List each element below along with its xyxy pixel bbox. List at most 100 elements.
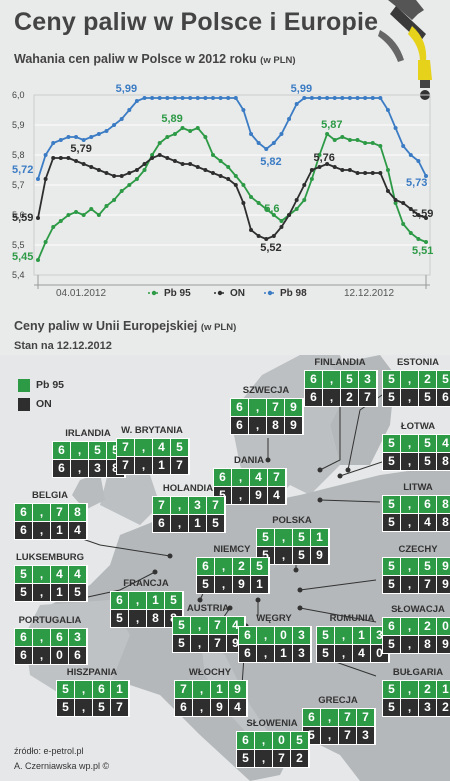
series-point-1 xyxy=(233,183,238,187)
country-name: W. BRYTANIA xyxy=(121,425,183,436)
price-digit: 6 xyxy=(111,592,128,609)
price-digit: , xyxy=(321,727,338,744)
price-digit: 5 xyxy=(57,699,74,716)
price-digit: 0 xyxy=(437,618,450,635)
price-digit: , xyxy=(215,576,232,593)
price-digit: , xyxy=(129,610,146,627)
price-digit: 5 xyxy=(383,681,400,698)
price-digits: 6,155,88 xyxy=(110,591,184,628)
price-digit: 1 xyxy=(51,522,68,539)
chart-subtitle: Wahania cen paliw w Polsce w 2012 roku (… xyxy=(14,52,296,66)
series-point-2 xyxy=(51,141,56,145)
price-digits: 6,556,38 xyxy=(52,441,126,478)
series-point-0 xyxy=(134,177,139,181)
country-name: CZECHY xyxy=(398,544,438,555)
price-digit: 5 xyxy=(419,389,436,406)
series-point-1 xyxy=(150,156,155,160)
series-point-2 xyxy=(142,96,147,100)
price-digit: 9 xyxy=(285,417,302,434)
series-point-0 xyxy=(325,132,330,136)
series-point-0 xyxy=(150,153,155,157)
price-digit: 5 xyxy=(341,371,358,388)
eu-date: Stan na 12.12.2012 xyxy=(14,340,112,352)
price-digit: , xyxy=(33,629,50,646)
price-digit: 5 xyxy=(291,732,308,749)
series-point-0 xyxy=(249,195,254,199)
author-note: A. Czerniawska wp.pl © xyxy=(14,761,110,771)
price-digit: , xyxy=(75,681,92,698)
series-point-1 xyxy=(210,171,215,175)
chart-subtitle-unit: (w PLN) xyxy=(260,55,296,66)
price-digit: 8 xyxy=(147,610,164,627)
chart-legend: Pb 95 ON Pb 98 xyxy=(148,288,307,299)
price-digit: , xyxy=(321,709,338,726)
price-digit: , xyxy=(135,457,152,474)
series-point-0 xyxy=(165,135,170,139)
source-note: źródło: e-petrol.pl xyxy=(14,746,84,756)
price-digit: 9 xyxy=(311,547,328,564)
legend-marker-dot xyxy=(217,290,223,296)
series-point-0 xyxy=(416,237,421,241)
series-point-1 xyxy=(58,156,63,160)
series-point-2 xyxy=(370,96,375,100)
series-point-2 xyxy=(279,132,284,136)
price-digit: 5 xyxy=(69,584,86,601)
price-digit: 6 xyxy=(419,496,436,513)
series-point-1 xyxy=(180,162,185,166)
country-name: FINLANDIA xyxy=(314,357,366,368)
price-digit: 2 xyxy=(419,681,436,698)
series-point-0 xyxy=(408,231,413,235)
series-point-0 xyxy=(81,213,86,217)
series-point-0 xyxy=(58,219,63,223)
series-point-0 xyxy=(172,132,177,136)
series-point-0 xyxy=(43,240,48,244)
price-digit: 5 xyxy=(383,453,400,470)
price-digit: , xyxy=(275,547,292,564)
series-point-1 xyxy=(89,165,94,169)
price-digit: , xyxy=(135,439,152,456)
series-point-1 xyxy=(188,162,193,166)
price-digit: , xyxy=(401,636,418,653)
series-point-2 xyxy=(172,96,177,100)
country-name: AUSTRIA xyxy=(186,603,230,614)
series-point-2 xyxy=(218,96,223,100)
price-digit: 3 xyxy=(359,371,376,388)
y-tick-label: 5,6 xyxy=(12,210,25,220)
price-digit: , xyxy=(191,617,208,634)
series-point-0 xyxy=(218,159,223,163)
price-digit: 5 xyxy=(317,627,334,644)
y-tick-label: 6,0 xyxy=(12,90,25,100)
price-digit: 5 xyxy=(93,699,110,716)
series-point-1 xyxy=(241,201,246,205)
series-point-1 xyxy=(157,153,162,157)
price-digit: 6 xyxy=(51,629,68,646)
price-digit: 5 xyxy=(437,371,450,388)
data-label: 5,87 xyxy=(321,119,342,131)
price-digit: 5 xyxy=(257,529,274,546)
price-digit: 3 xyxy=(293,645,310,662)
legend-marker-dot xyxy=(151,290,157,296)
price-digit: 5 xyxy=(419,435,436,452)
series-point-0 xyxy=(271,213,276,217)
price-digit: 5 xyxy=(419,558,436,575)
series-point-1 xyxy=(43,177,48,181)
price-digit: 8 xyxy=(437,453,450,470)
country-name: WĘGRY xyxy=(256,613,292,624)
series-point-0 xyxy=(203,135,208,139)
series-point-2 xyxy=(424,174,428,178)
price-digit: 6 xyxy=(93,681,110,698)
series-point-2 xyxy=(43,153,48,157)
series-point-1 xyxy=(340,168,345,172)
price-digit: , xyxy=(401,453,418,470)
price-digit: 5 xyxy=(165,592,182,609)
price-digit: 0 xyxy=(273,732,290,749)
